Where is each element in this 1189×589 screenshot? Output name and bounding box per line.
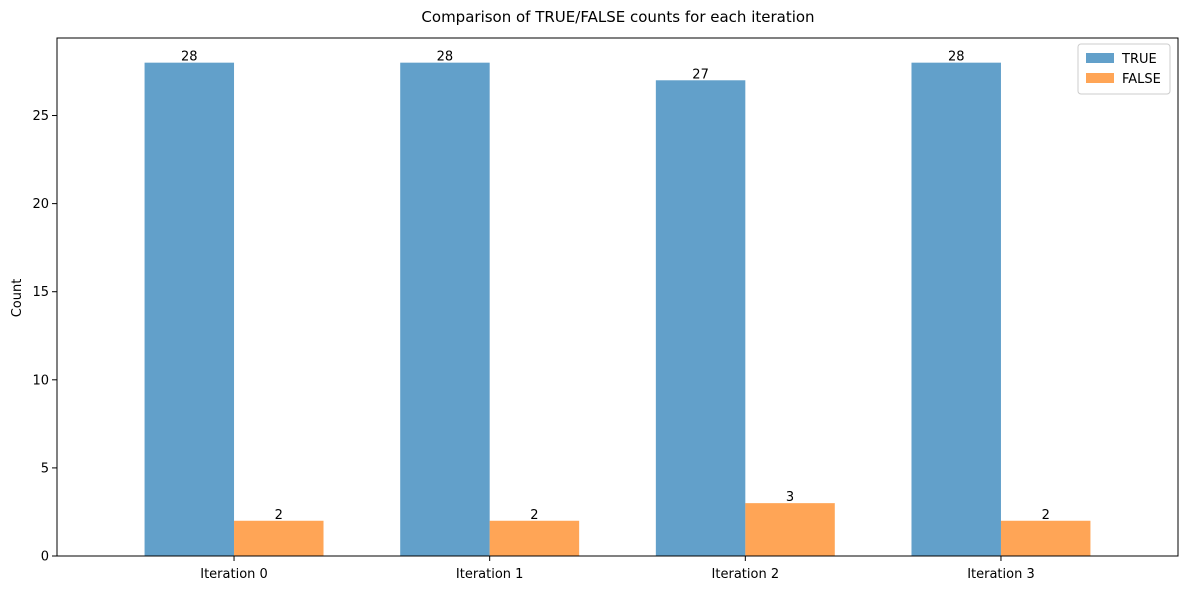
bar-label-true-3: 28 bbox=[948, 50, 965, 65]
bar-labels-group: 28 28 27 28 2 2 3 2 bbox=[181, 50, 1050, 523]
y-tick-label-2: 10 bbox=[32, 373, 49, 388]
plot-frame bbox=[56, 37, 1179, 557]
x-tick-label-1: Iteration 1 bbox=[456, 567, 524, 582]
bar-label-true-1: 28 bbox=[437, 50, 454, 65]
legend-label-true: TRUE bbox=[1121, 52, 1157, 67]
bar-false-1 bbox=[489, 520, 580, 556]
chart-title: Comparison of TRUE/FALSE counts for each… bbox=[421, 8, 814, 26]
x-axis-ticks: Iteration 0 Iteration 1 Iteration 2 Iterati… bbox=[200, 556, 1035, 582]
legend-label-false: FALSE bbox=[1122, 72, 1161, 87]
x-tick-label-2: Iteration 2 bbox=[712, 567, 780, 582]
legend: TRUE FALSE bbox=[1077, 43, 1171, 95]
y-tick-label-5: 25 bbox=[32, 109, 49, 124]
bar-label-false-1: 2 bbox=[530, 508, 538, 523]
y-tick-label-0: 0 bbox=[41, 550, 49, 565]
x-tick-label-3: Iteration 3 bbox=[967, 567, 1035, 582]
y-tick-label-1: 5 bbox=[41, 461, 49, 476]
x-tick-label-0: Iteration 0 bbox=[200, 567, 268, 582]
legend-swatch-true bbox=[1086, 53, 1114, 63]
bar-true-0 bbox=[144, 62, 235, 557]
bar-false-2 bbox=[745, 503, 835, 556]
bar-label-false-2: 3 bbox=[786, 490, 794, 505]
bar-label-true-0: 28 bbox=[181, 50, 198, 65]
y-axis-label: Count bbox=[10, 279, 25, 318]
bar-label-false-3: 2 bbox=[1042, 508, 1050, 523]
legend-swatch-false bbox=[1086, 73, 1114, 83]
bars-group bbox=[144, 62, 1091, 557]
bar-true-1 bbox=[400, 62, 490, 557]
y-tick-label-4: 20 bbox=[32, 197, 49, 212]
bar-true-3 bbox=[911, 62, 1001, 557]
bar-false-0 bbox=[234, 520, 324, 556]
bar-label-false-0: 2 bbox=[275, 508, 283, 523]
bar-true-2 bbox=[655, 80, 746, 557]
bar-false-3 bbox=[1000, 520, 1091, 556]
y-tick-label-3: 15 bbox=[32, 285, 49, 300]
y-axis-ticks: 0 5 10 15 20 25 bbox=[32, 109, 57, 565]
bar-label-true-2: 27 bbox=[692, 67, 709, 82]
